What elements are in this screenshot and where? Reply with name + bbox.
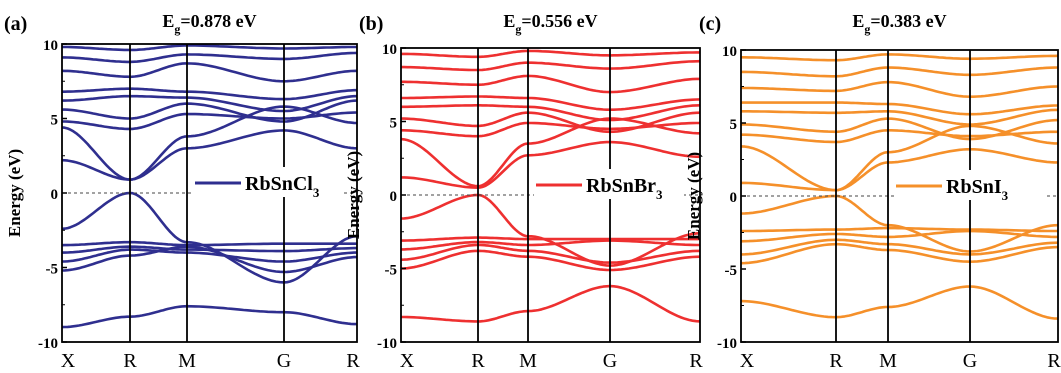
kpoint-label: R (123, 350, 137, 372)
kpoint-label: G (963, 350, 977, 372)
band-10 (741, 117, 1058, 141)
band-13 (401, 74, 700, 94)
panel-title: Eg=0.383 eV (852, 11, 946, 36)
band-6 (741, 194, 1058, 253)
band-11 (741, 108, 1058, 126)
panel-c: (c) Eg=0.383 eV -10 -5 0 5 10 Energy (eV) X R M G R R… (684, 11, 1061, 372)
legend-label: RbSnBr3 (586, 175, 663, 202)
y-tick-label: 5 (730, 117, 738, 133)
band-5 (741, 226, 1058, 233)
band-5 (401, 236, 700, 242)
band-9 (401, 121, 700, 138)
y-tick-label: -5 (725, 263, 738, 279)
y-tick-label: -10 (38, 336, 58, 352)
kpoint-label: G (277, 350, 291, 372)
y-axis-label: Energy (eV) (684, 152, 703, 240)
y-tick-label: 10 (722, 44, 737, 60)
panel-b: (b) Eg=0.556 eV -10 -5 0 5 10 Energy (eV) X R M G R R… (344, 11, 703, 372)
legend-formula: RbSnCl (245, 173, 313, 195)
legend-formula: RbSnBr (586, 175, 656, 197)
legend-subscript: 3 (656, 187, 663, 202)
band-6 (401, 193, 700, 267)
title-main: E (162, 11, 174, 31)
band-15 (741, 53, 1058, 62)
legend-label: RbSnI3 (946, 176, 1009, 203)
legend-subscript: 3 (313, 185, 320, 200)
panel-label: (b) (359, 13, 383, 35)
kpoint-label: M (879, 350, 897, 372)
title-main: E (503, 11, 515, 31)
legend-formula: RbSnI (946, 176, 1002, 198)
legend-label: RbSnCl3 (245, 173, 320, 200)
kpoint-label: R (1047, 350, 1061, 372)
panel-label: (a) (4, 13, 27, 35)
title-rest: =0.383 eV (870, 11, 946, 31)
title-rest: =0.556 eV (521, 11, 597, 31)
y-tick-label: -10 (377, 336, 397, 352)
panel-title: Eg=0.878 eV (162, 11, 256, 36)
legend-subscript: 3 (1002, 188, 1009, 203)
y-tick-label: -10 (717, 336, 737, 352)
kpoint-label: R (829, 350, 843, 372)
band-14 (62, 51, 357, 64)
band-11 (62, 94, 357, 113)
kpoint-label: R (346, 350, 360, 372)
band-3 (741, 238, 1058, 256)
band-13 (741, 80, 1058, 98)
y-axis-label: Energy (eV) (5, 149, 24, 237)
title-subscript: g (515, 22, 521, 36)
title-rest: =0.878 eV (180, 11, 256, 31)
panel-title: Eg=0.556 eV (503, 11, 597, 36)
y-tick-label: 10 (43, 38, 58, 54)
title-subscript: g (864, 22, 870, 36)
y-tick-label: 0 (730, 190, 738, 206)
band-15 (62, 44, 357, 52)
y-tick-label: 5 (51, 113, 59, 129)
band-15 (401, 49, 700, 59)
kpoint-label: M (519, 350, 537, 372)
kpoint-label: M (178, 350, 196, 372)
panel-label: (c) (699, 13, 721, 35)
band-1 (401, 284, 700, 323)
kpoint-label: X (740, 350, 755, 372)
y-tick-label: -5 (46, 262, 59, 278)
y-tick-label: -5 (385, 263, 398, 279)
y-tick-label: 0 (390, 189, 398, 205)
band-12 (401, 95, 700, 111)
band-10 (401, 111, 700, 134)
kpoint-label: G (603, 350, 617, 372)
y-axis-label: Energy (eV) (344, 151, 363, 239)
band-13 (62, 62, 357, 83)
y-tick-label: 10 (382, 42, 397, 58)
kpoint-label: R (689, 350, 703, 372)
band-14 (741, 66, 1058, 78)
band-6 (62, 191, 357, 284)
band-14 (401, 59, 700, 72)
band-1 (741, 285, 1058, 320)
kpoint-label: R (471, 350, 485, 372)
band-11 (401, 104, 700, 122)
title-subscript: g (174, 22, 180, 36)
band-5 (62, 240, 357, 247)
band-1 (62, 304, 357, 329)
y-tick-label: 5 (390, 116, 398, 132)
panel-a: (a) Eg=0.878 eV -10 -5 0 5 10 Energy (eV) X R M G R R… (4, 11, 360, 372)
title-main: E (852, 11, 864, 31)
y-tick-label: 0 (51, 187, 59, 203)
kpoint-label: X (400, 350, 415, 372)
kpoint-label: X (61, 350, 76, 372)
